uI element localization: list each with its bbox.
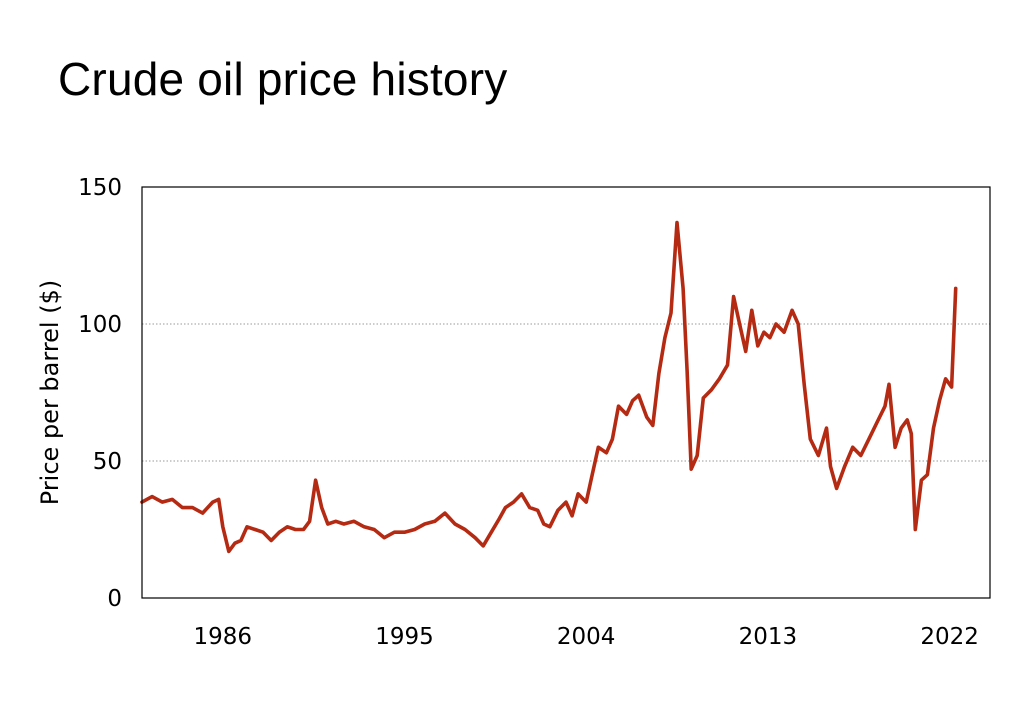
x-tick-label-2022: 2022: [920, 624, 979, 650]
y-tick-label-50: 50: [93, 449, 122, 475]
x-tick-label-2013: 2013: [739, 624, 798, 650]
y-tick-label-100: 100: [78, 312, 122, 338]
x-tick-label-1995: 1995: [375, 624, 434, 650]
x-axis-ticks: 1986 1995 2004 2013 2022: [193, 624, 978, 650]
y-axis-ticks: 0 50 100 150: [78, 175, 122, 612]
x-tick-label-2004: 2004: [557, 624, 616, 650]
x-tick-label-1986: 1986: [193, 624, 252, 650]
series-layer: [140, 220, 958, 554]
gridlines: [142, 323, 990, 462]
y-tick-label-0: 0: [107, 586, 122, 612]
chart-title: Crude oil price history: [58, 53, 508, 105]
plot-frame: [141, 186, 991, 599]
price-line-series-0: [140, 220, 958, 554]
y-tick-label-150: 150: [78, 175, 122, 201]
y-axis-title: Price per barrel ($): [36, 280, 64, 505]
